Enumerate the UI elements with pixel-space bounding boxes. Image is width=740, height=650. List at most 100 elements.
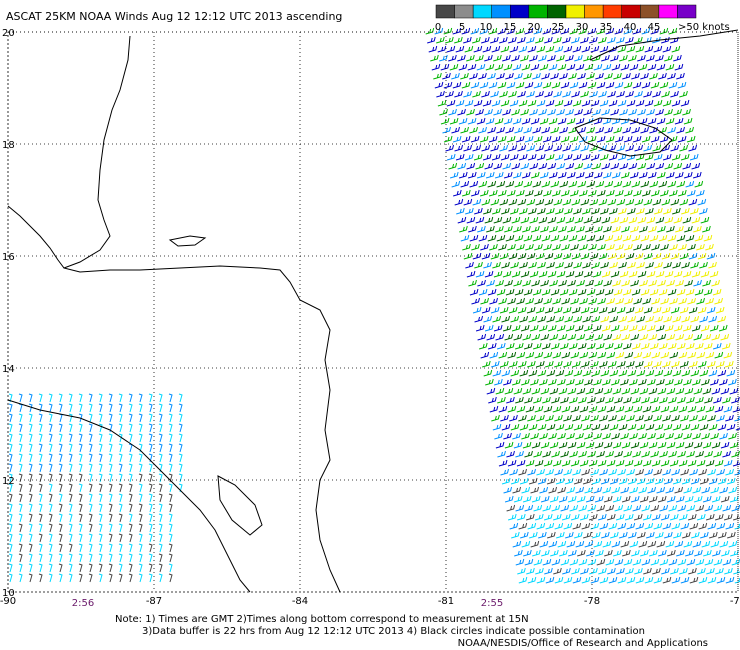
- wind-barb: [513, 441, 523, 449]
- wind-barb: [593, 432, 602, 440]
- wind-barb: [680, 99, 690, 107]
- wind-barb: [28, 523, 33, 533]
- wind-barb: [493, 216, 503, 224]
- wind-barb: [619, 324, 629, 332]
- wind-barb: [614, 27, 624, 35]
- wind-barb: [58, 483, 63, 493]
- wind-barb: [138, 423, 143, 433]
- wind-barb: [679, 567, 688, 575]
- wind-barb: [677, 135, 687, 143]
- wind-barb: [630, 441, 640, 449]
- wind-barb: [632, 450, 641, 458]
- wind-barb: [655, 324, 665, 332]
- wind-barb: [614, 558, 624, 566]
- wind-barb: [545, 360, 554, 368]
- wind-barb: [696, 243, 705, 251]
- wind-barb: [533, 81, 543, 89]
- wind-barb: [645, 207, 654, 215]
- wind-barb: [609, 207, 618, 215]
- wind-barb: [617, 576, 627, 584]
- wind-barb: [509, 468, 518, 476]
- wind-barb: [88, 563, 93, 573]
- wind-barb: [588, 351, 598, 359]
- wind-barb: [547, 270, 557, 278]
- wind-barb: [557, 540, 567, 548]
- legend-swatch: [621, 4, 641, 19]
- wind-barb: [598, 306, 608, 314]
- wind-barb: [448, 162, 458, 170]
- wind-barb: [698, 468, 707, 476]
- wind-barb: [492, 207, 501, 215]
- wind-barb: [98, 413, 103, 423]
- wind-barb: [713, 450, 722, 458]
- wind-barb: [707, 576, 717, 584]
- wind-barb: [594, 333, 604, 341]
- legend-swatch: [491, 4, 511, 19]
- wind-barb: [630, 387, 640, 395]
- wind-barb: [38, 453, 43, 463]
- wind-barb: [639, 495, 649, 503]
- wind-barb: [514, 126, 523, 134]
- wind-barb: [58, 573, 63, 583]
- wind-barb: [583, 216, 593, 224]
- wind-barb: [637, 216, 647, 224]
- wind-barb: [594, 225, 603, 233]
- wind-barb: [487, 288, 497, 296]
- wind-barb: [682, 216, 692, 224]
- wind-barb: [38, 533, 43, 543]
- wind-barb: [634, 306, 644, 314]
- wind-barb: [138, 413, 143, 423]
- wind-barb: [635, 153, 645, 161]
- wind-barb: [28, 553, 33, 563]
- island: [168, 235, 207, 247]
- wind-barb: [699, 423, 709, 431]
- wind-barb: [98, 433, 103, 443]
- wind-barb: [647, 486, 657, 494]
- wind-barb: [490, 198, 500, 206]
- wind-barb: [561, 243, 570, 251]
- wind-barb: [636, 261, 645, 269]
- wind-barb: [605, 81, 615, 89]
- wind-barb: [491, 414, 500, 422]
- wind-barb: [657, 333, 667, 341]
- wind-barb: [178, 483, 183, 493]
- wind-barb: [655, 216, 665, 224]
- wind-barb: [678, 243, 687, 251]
- wind-barb: [684, 441, 694, 449]
- wind-barb: [623, 558, 633, 566]
- wind-barb: [78, 463, 83, 473]
- wind-barb: [612, 441, 622, 449]
- wind-barb: [597, 513, 607, 521]
- wind-barb: [612, 333, 622, 341]
- wind-barb: [68, 513, 73, 523]
- wind-barb: [651, 243, 660, 251]
- wind-barb: [517, 90, 526, 98]
- wind-barb: [720, 495, 730, 503]
- wind-barb: [674, 540, 684, 548]
- wind-barb: [597, 405, 607, 413]
- wind-barb: [538, 531, 547, 539]
- map-title: ASCAT 25KM NOAA Winds Aug 12 12:12 UTC 2…: [6, 10, 342, 23]
- wind-barb: [78, 393, 83, 403]
- wind-barb: [652, 306, 662, 314]
- wind-barb: [518, 468, 527, 476]
- wind-barb: [608, 414, 617, 422]
- wind-barb: [565, 531, 574, 539]
- wind-barb: [679, 198, 689, 206]
- wind-barb: [545, 99, 555, 107]
- wind-barb: [178, 433, 183, 443]
- wind-barb: [637, 270, 647, 278]
- wind-barb: [652, 144, 662, 152]
- wind-barb: [494, 378, 503, 386]
- wind-barb: [563, 576, 573, 584]
- wind-barb: [549, 333, 559, 341]
- wind-barb: [611, 540, 621, 548]
- wind-barb: [78, 403, 83, 413]
- wind-barb: [158, 513, 163, 523]
- wind-barb: [622, 126, 631, 134]
- wind-barb: [669, 189, 678, 197]
- wind-barb: [498, 189, 507, 197]
- wind-barb: [558, 333, 568, 341]
- wind-barb: [516, 189, 525, 197]
- wind-barb: [148, 413, 153, 423]
